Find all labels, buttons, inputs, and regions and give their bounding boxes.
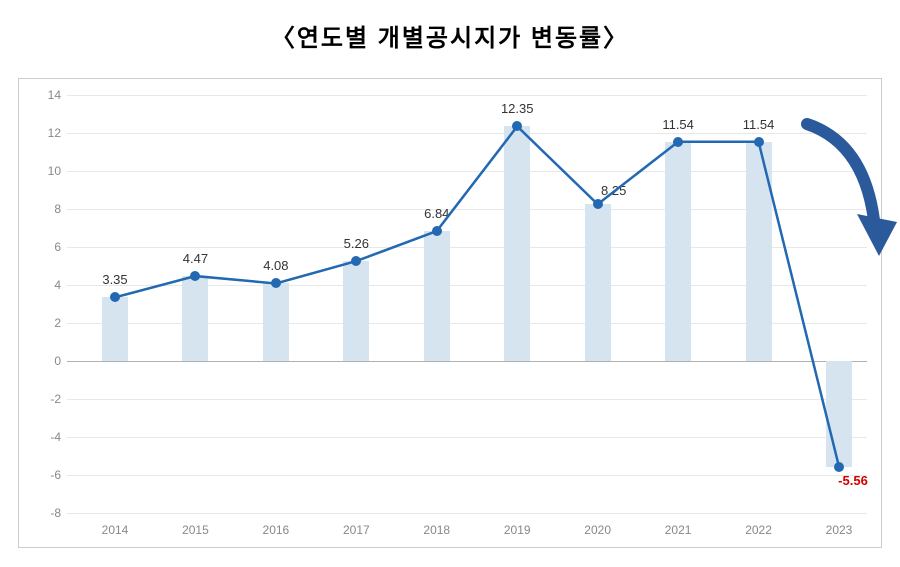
y-tick-label: 8 (31, 202, 61, 216)
data-marker (190, 271, 200, 281)
data-marker (110, 292, 120, 302)
y-tick-label: -6 (31, 468, 61, 482)
data-marker (593, 199, 603, 209)
x-tick-label: 2021 (665, 523, 692, 537)
data-marker (673, 137, 683, 147)
y-tick-label: 0 (31, 354, 61, 368)
data-marker (432, 226, 442, 236)
x-tick-label: 2016 (263, 523, 290, 537)
y-tick-label: 14 (31, 88, 61, 102)
x-tick-label: 2015 (182, 523, 209, 537)
y-tick-label: -4 (31, 430, 61, 444)
x-tick-label: 2022 (745, 523, 772, 537)
x-tick-label: 2019 (504, 523, 531, 537)
y-tick-label: -8 (31, 506, 61, 520)
y-tick-label: 2 (31, 316, 61, 330)
data-marker (512, 121, 522, 131)
data-marker (271, 278, 281, 288)
y-tick-label: -2 (31, 392, 61, 406)
chart-container: -8 -6 -4 -2 0 2 4 6 8 10 12 14 2014 2015 2016 2017 2018 2… (18, 78, 882, 548)
x-tick-label: 2017 (343, 523, 370, 537)
x-tick-label: 2018 (423, 523, 450, 537)
plot-area: -8-6-4-202468101214201420152016201720182… (67, 95, 867, 513)
x-tick-label: 2023 (826, 523, 853, 537)
y-tick-label: 6 (31, 240, 61, 254)
y-tick-label: 12 (31, 126, 61, 140)
data-marker (754, 137, 764, 147)
chart-title: 〈연도별 개별공시지가 변동률〉 (0, 0, 900, 53)
line-path (67, 95, 867, 513)
x-tick-label: 2020 (584, 523, 611, 537)
y-tick-label: 4 (31, 278, 61, 292)
data-marker (351, 256, 361, 266)
gridline (67, 513, 867, 514)
y-tick-label: 10 (31, 164, 61, 178)
trend-arrow-icon (797, 114, 900, 274)
data-marker (834, 462, 844, 472)
x-tick-label: 2014 (102, 523, 129, 537)
